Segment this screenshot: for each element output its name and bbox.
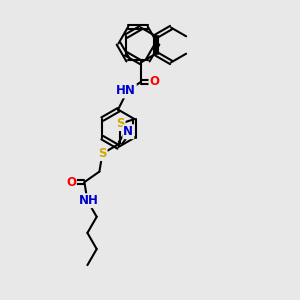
Text: S: S bbox=[98, 147, 107, 160]
Text: O: O bbox=[66, 176, 76, 189]
Text: HN: HN bbox=[116, 84, 136, 98]
Text: N: N bbox=[123, 125, 134, 138]
Text: NH: NH bbox=[79, 194, 99, 207]
Text: O: O bbox=[149, 75, 159, 88]
Text: S: S bbox=[116, 117, 125, 130]
